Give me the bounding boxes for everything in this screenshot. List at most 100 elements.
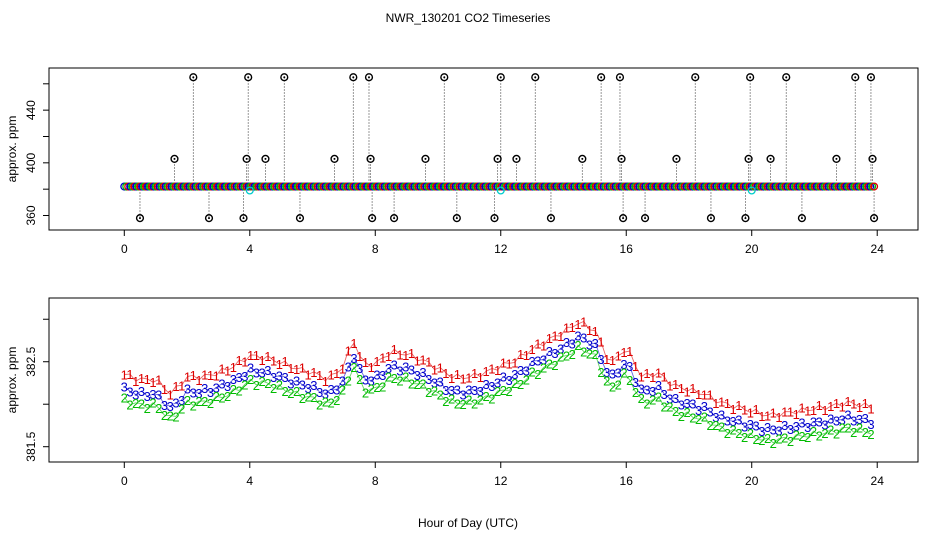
series-marker-3: 3: [758, 424, 765, 439]
series-marker-1: 1: [833, 396, 840, 411]
series-marker-1: 1: [661, 370, 668, 385]
series-marker-3: 3: [304, 381, 311, 396]
series-marker-3: 3: [534, 354, 541, 369]
series-marker-2: 2: [729, 422, 736, 437]
series-marker-1: 1: [195, 373, 202, 388]
series-marker-1: 1: [207, 368, 214, 383]
series-marker-1: 1: [483, 364, 490, 379]
series-marker-2: 2: [402, 369, 409, 384]
series-marker-2: 2: [494, 384, 501, 399]
series-marker-1: 1: [867, 401, 874, 416]
series-marker-1: 1: [396, 347, 403, 362]
series-marker-3: 3: [230, 372, 237, 387]
spike-point-center: [747, 157, 750, 160]
spike-point-center: [644, 217, 647, 220]
series-marker-3: 3: [402, 360, 409, 375]
series-marker-1: 1: [379, 351, 386, 366]
series-marker-3: 3: [523, 363, 530, 378]
series-marker-3: 3: [655, 378, 662, 393]
spike-point-center: [443, 76, 446, 79]
series-marker-2: 2: [121, 390, 128, 405]
series-marker-2: 2: [264, 376, 271, 391]
series-marker-2: 2: [322, 395, 329, 410]
series-marker-1: 1: [839, 399, 846, 414]
series-marker-1: 1: [322, 374, 329, 389]
series-marker-2: 2: [483, 389, 490, 404]
series-marker-2: 2: [517, 377, 524, 392]
series-marker-2: 2: [471, 396, 478, 411]
x-tick-label: 24: [871, 242, 885, 256]
series-marker-3: 3: [310, 378, 317, 393]
series-marker-2: 2: [437, 387, 444, 402]
series-marker-3: 3: [609, 367, 616, 382]
series-marker-2: 2: [597, 365, 604, 380]
series-marker-1: 1: [632, 359, 639, 374]
series-marker-1: 1: [729, 402, 736, 417]
spike-point-center: [192, 76, 195, 79]
series-marker-1: 1: [362, 355, 369, 370]
series-marker-1: 1: [505, 356, 512, 371]
spike-point: [797, 214, 807, 223]
figure-title: NWR_130201 CO2 Timeseries: [386, 11, 551, 25]
spike-point-center: [173, 157, 176, 160]
series-marker-1: 1: [454, 367, 461, 382]
series-marker-1: 1: [368, 360, 375, 375]
series-marker-3: 3: [862, 411, 869, 426]
series-marker-2: 2: [333, 393, 340, 408]
series-marker-3: 3: [460, 387, 467, 402]
series-marker-2: 2: [259, 374, 266, 389]
spike-point: [766, 154, 775, 163]
series-marker-1: 1: [172, 379, 179, 394]
spike-point: [364, 73, 374, 82]
series-marker-1: 1: [850, 397, 857, 412]
series-marker-3: 3: [798, 416, 805, 431]
series-marker-3: 3: [724, 414, 731, 429]
series-marker-1: 1: [603, 352, 610, 367]
series-marker-3: 3: [356, 361, 363, 376]
series-marker-1: 1: [551, 329, 558, 344]
series-marker-3: 3: [442, 383, 449, 398]
series-marker-1: 1: [442, 366, 449, 381]
spike-point: [640, 214, 650, 223]
series-marker-3: 3: [770, 423, 777, 438]
series-marker-1: 1: [787, 405, 794, 420]
series-marker-1: 1: [477, 370, 484, 385]
series-marker-2: 2: [563, 349, 570, 364]
series-marker-3: 3: [132, 388, 139, 403]
series-marker-3: 3: [707, 404, 714, 419]
spike-point: [866, 73, 876, 82]
series-marker-3: 3: [178, 393, 185, 408]
series-marker-3: 3: [322, 386, 329, 401]
y-tick-label: 360: [24, 205, 38, 225]
spike-point-center: [371, 217, 374, 220]
spike-point-center: [298, 217, 301, 220]
series-marker-1: 1: [339, 362, 346, 377]
spike-point: [746, 73, 755, 82]
series-marker-2: 2: [190, 398, 197, 413]
spike-point: [440, 73, 449, 82]
series-marker-1: 1: [534, 337, 541, 352]
series-marker-2: 2: [615, 377, 622, 392]
series-marker-1: 1: [569, 320, 576, 335]
series-marker-3: 3: [195, 386, 202, 401]
spike-point: [349, 73, 358, 82]
series-marker-1: 1: [626, 344, 633, 359]
series-marker-3: 3: [155, 388, 162, 403]
series-marker-1: 1: [471, 366, 478, 381]
series-marker-2: 2: [816, 428, 823, 443]
x-tick-label: 16: [620, 242, 634, 256]
series-marker-3: 3: [580, 331, 587, 346]
series-marker-3: 3: [827, 411, 834, 426]
series-marker-2: 2: [534, 367, 541, 382]
spike-point: [597, 73, 606, 82]
series-marker-3: 3: [448, 383, 455, 398]
series-marker-1: 1: [184, 370, 191, 385]
spike-point-center: [534, 76, 537, 79]
series-marker-3: 3: [557, 341, 564, 356]
series-marker-2: 2: [224, 389, 231, 404]
series-marker-2: 2: [752, 432, 759, 447]
spike-point-center: [785, 76, 788, 79]
spike-point: [851, 73, 860, 82]
series-marker-3: 3: [586, 338, 593, 353]
series-marker-2: 2: [253, 378, 260, 393]
